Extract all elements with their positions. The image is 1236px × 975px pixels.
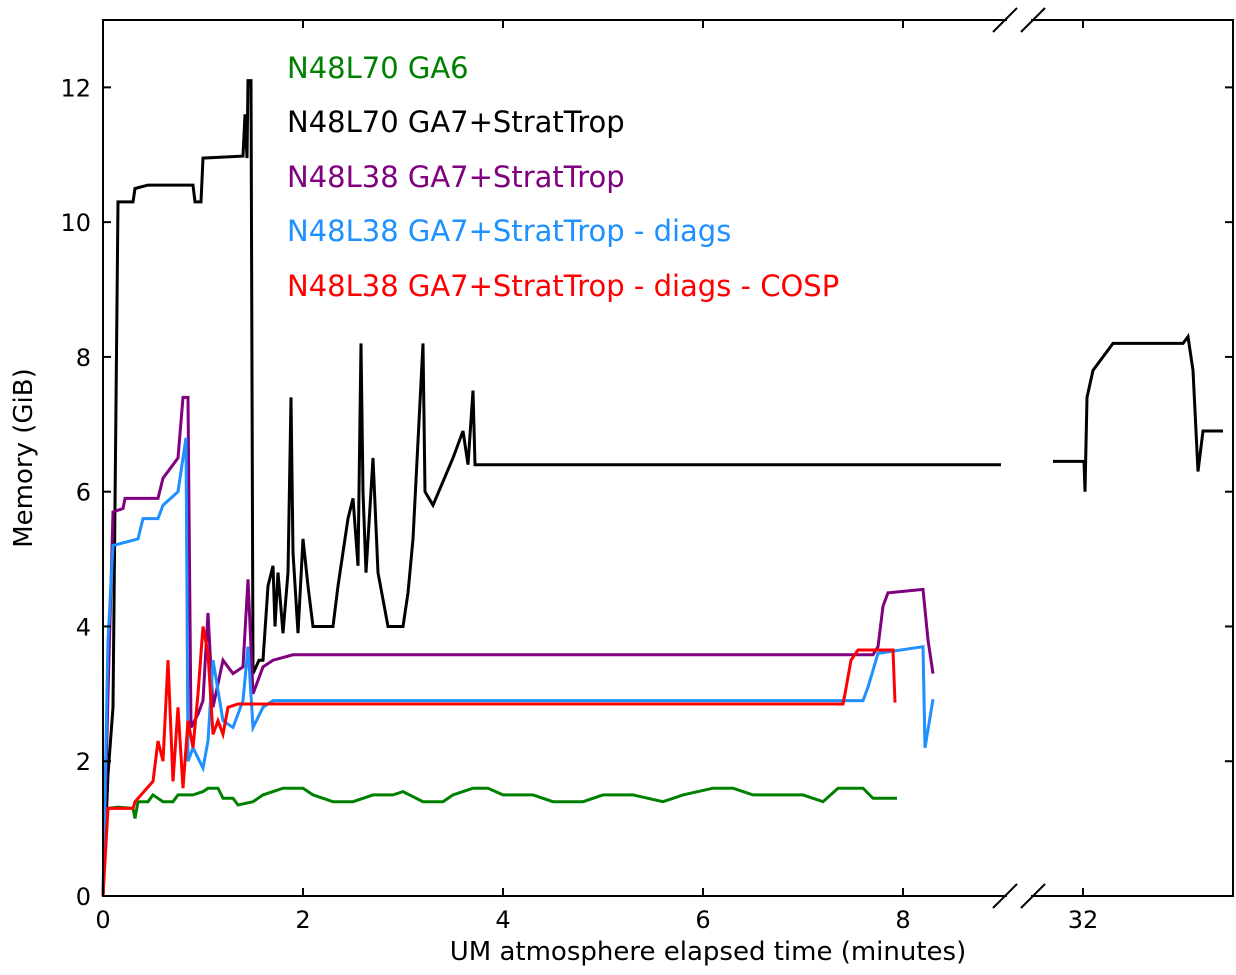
axis-break-mark — [992, 7, 1018, 33]
legend-entry-n48l38-diags: N48L38 GA7+StratTrop - diags — [287, 214, 731, 248]
x-tick-label: 6 — [695, 906, 710, 934]
x-tick-label: 0 — [95, 906, 110, 934]
axis-break-mark — [992, 883, 1018, 909]
y-tick-label: 2 — [76, 748, 91, 776]
axis-break-mark — [1020, 883, 1046, 909]
legend-entry-n48l70-ga6: N48L70 GA6 — [287, 51, 469, 85]
series-line-3-left — [101, 437, 935, 897]
x-axis-label: UM atmosphere elapsed time (minutes) — [450, 937, 967, 967]
series-line-0-left — [101, 786, 897, 897]
series-line-4-left — [101, 626, 897, 897]
x-tick-label: 4 — [495, 906, 510, 934]
y-tick-label: 4 — [76, 613, 91, 641]
legend-entry-n48l38-diags-cosp: N48L38 GA7+StratTrop - diags - COSP — [287, 269, 839, 303]
axis-break-gap — [1007, 892, 1031, 900]
y-tick-label: 0 — [76, 883, 91, 911]
axis-break-mark — [1020, 7, 1046, 33]
y-tick-label: 8 — [76, 344, 91, 372]
y-tick-label: 6 — [76, 479, 91, 507]
ticks-layer: 0 2 4 6 8 10 12 0 2 4 6 8 32 — [60, 20, 1233, 934]
series-line-1-right — [1053, 332, 1223, 492]
series-line-2-left — [101, 395, 935, 897]
legend-entry-n48l38-ga7-strattrop: N48L38 GA7+StratTrop — [287, 160, 625, 194]
plot-frame — [102, 19, 1234, 897]
legend: N48L70 GA6 N48L70 GA7+StratTrop N48L38 G… — [287, 51, 839, 303]
axis-break-gap — [1007, 16, 1031, 24]
y-tick-label: 10 — [60, 209, 91, 237]
series-layer — [101, 79, 1223, 897]
x-tick-label: 2 — [295, 906, 310, 934]
x-tick-label: 32 — [1068, 906, 1099, 934]
y-axis-label: Memory (GiB) — [9, 368, 39, 548]
y-tick-label: 12 — [60, 74, 91, 102]
series-line-1-left — [101, 79, 1001, 897]
legend-entry-n48l70-ga7-strattrop: N48L70 GA7+StratTrop — [287, 105, 625, 139]
axis-break-marks — [992, 7, 1046, 909]
x-tick-label: 8 — [895, 906, 910, 934]
